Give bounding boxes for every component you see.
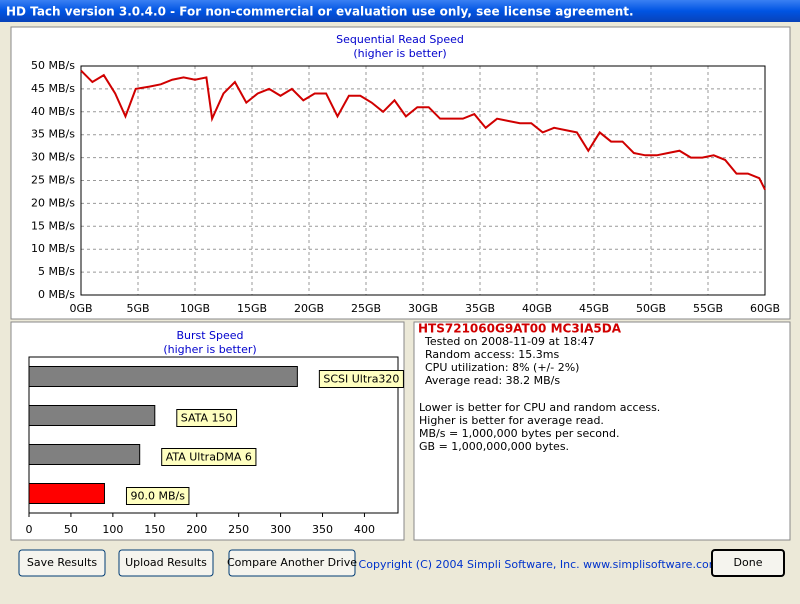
- compare-button[interactable]: [228, 549, 356, 577]
- label-box: [125, 487, 190, 505]
- save-button[interactable]: [18, 549, 106, 577]
- x-tick-label: 35GB: [465, 302, 495, 315]
- x-tick-label: 50GB: [636, 302, 666, 315]
- value-label: 90.0 MB/s: [130, 490, 185, 503]
- x-tick-label: 20GB: [294, 302, 324, 315]
- x-tick-label: 15GB: [237, 302, 267, 315]
- info-line: CPU utilization: 8% (+/- 2%): [425, 361, 579, 374]
- x-tick-label: 150: [144, 523, 165, 536]
- x-tick-label: 100: [102, 523, 123, 536]
- chart-subtitle: (higher is better): [163, 343, 256, 356]
- x-tick-label: 10GB: [180, 302, 210, 315]
- info-line: Average read: 38.2 MB/s: [425, 374, 560, 387]
- x-tick-label: 250: [228, 523, 249, 536]
- label-box: [318, 370, 404, 388]
- info-note: Higher is better for average read.: [419, 414, 604, 427]
- x-tick-label: 30GB: [408, 302, 438, 315]
- chart-title: Sequential Read Speed: [336, 33, 464, 46]
- x-tick-label: 300: [270, 523, 291, 536]
- x-tick-label: 400: [354, 523, 375, 536]
- plot-frame: [28, 356, 399, 514]
- y-tick-label: 45 MB/s: [31, 82, 75, 95]
- plot-frame: [80, 65, 766, 296]
- y-tick-label: 40 MB/s: [31, 105, 75, 118]
- bar: [28, 483, 105, 504]
- bar-label: SATA 150: [181, 412, 233, 425]
- read-speed-line: [80, 69, 766, 191]
- x-tick-label: 0: [26, 523, 33, 536]
- info-line: Tested on 2008-11-09 at 18:47: [424, 335, 595, 348]
- y-tick-label: 20 MB/s: [31, 196, 75, 209]
- x-tick-label: 40GB: [522, 302, 552, 315]
- y-tick-label: 0 MB/s: [38, 288, 75, 301]
- x-tick-label: 0GB: [69, 302, 92, 315]
- save-button-label[interactable]: Save Results: [27, 556, 97, 569]
- bar: [28, 366, 298, 387]
- y-tick-label: 30 MB/s: [31, 151, 75, 164]
- info-note: Lower is better for CPU and random acces…: [419, 401, 660, 414]
- chart-subtitle: (higher is better): [353, 47, 446, 60]
- x-tick-label: 200: [186, 523, 207, 536]
- x-tick-label: 25GB: [351, 302, 381, 315]
- drive-name: HTS721060G9AT00 MC3IA5DA: [418, 322, 622, 336]
- x-tick-label: 45GB: [579, 302, 609, 315]
- done-button[interactable]: [711, 549, 785, 577]
- info-note: MB/s = 1,000,000 bytes per second.: [419, 427, 619, 440]
- info-panel: [413, 321, 791, 541]
- y-tick-label: 15 MB/s: [31, 219, 75, 232]
- bar-label: ATA UltraDMA 6: [166, 451, 252, 464]
- compare-button-label[interactable]: Compare Another Drive: [227, 556, 357, 569]
- y-tick-label: 25 MB/s: [31, 174, 75, 187]
- read-panel: [10, 26, 791, 320]
- upload-button[interactable]: [118, 549, 214, 577]
- upload-button-label[interactable]: Upload Results: [125, 556, 207, 569]
- bar-label: SCSI Ultra320: [323, 373, 399, 386]
- bar: [28, 444, 141, 465]
- x-tick-label: 55GB: [693, 302, 723, 315]
- x-tick-label: 60GB: [750, 302, 780, 315]
- title-bar: [0, 0, 800, 22]
- copyright: Copyright (C) 2004 Simpli Software, Inc.…: [359, 558, 720, 571]
- x-tick-label: 50: [64, 523, 78, 536]
- y-tick-label: 10 MB/s: [31, 242, 75, 255]
- x-tick-label: 350: [312, 523, 333, 536]
- bar: [28, 405, 156, 426]
- label-box: [176, 409, 238, 427]
- info-line: Random access: 15.3ms: [425, 348, 560, 361]
- y-tick-label: 5 MB/s: [38, 265, 75, 278]
- chart-title: Burst Speed: [176, 329, 243, 342]
- y-tick-label: 50 MB/s: [31, 59, 75, 72]
- x-tick-label: 5GB: [126, 302, 149, 315]
- y-tick-label: 35 MB/s: [31, 128, 75, 141]
- label-box: [161, 448, 257, 466]
- window-title: HD Tach version 3.0.4.0 - For non-commer…: [6, 5, 634, 19]
- done-button-label[interactable]: Done: [734, 556, 763, 569]
- info-note: GB = 1,000,000,000 bytes.: [419, 440, 569, 453]
